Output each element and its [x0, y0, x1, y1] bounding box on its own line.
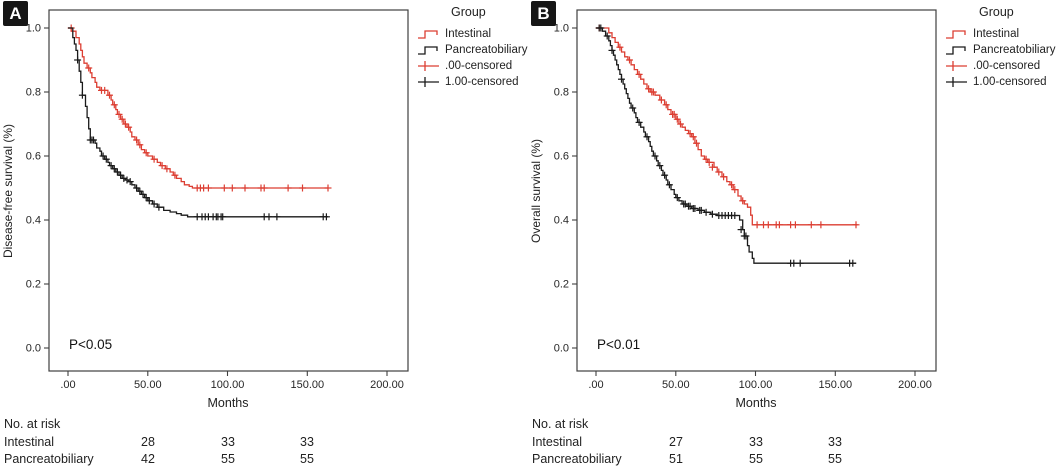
- at-risk-row-intestinal: Intestinal 28 33 33: [0, 435, 528, 451]
- y-tick-label: 1.0: [26, 23, 41, 35]
- at-risk-value: 33: [828, 435, 842, 449]
- y-tick-label: 0.2: [554, 279, 569, 291]
- x-tick-label: 150.00: [818, 379, 852, 391]
- at-risk-value: 33: [749, 435, 763, 449]
- y-tick-label: 0.8: [554, 87, 569, 99]
- at-risk-value: 28: [141, 435, 155, 449]
- legend-item-1-00-censored: 1.00-censored: [417, 74, 529, 90]
- x-tick-label: 200.00: [898, 379, 932, 391]
- legend-item-1-00-censored: 1.00-censored: [945, 74, 1057, 90]
- legend-item-label: .00-censored: [973, 60, 1041, 72]
- step-line-icon: [946, 46, 966, 55]
- step-line-icon: [418, 46, 438, 55]
- at-risk-row-label: Intestinal: [4, 435, 55, 449]
- p-value-annotation: P<0.05: [69, 337, 113, 352]
- at-risk-value: 55: [221, 452, 235, 466]
- at-risk-value: 42: [141, 452, 155, 466]
- censor-cross-icon: [418, 61, 439, 71]
- legend-item--00-censored: .00-censored: [417, 58, 529, 74]
- legend-item-label: 1.00-censored: [445, 76, 519, 88]
- censor-cross-icon: [946, 61, 967, 71]
- x-tick-label: 50.00: [662, 379, 690, 391]
- y-tick-label: 0.2: [26, 279, 41, 291]
- legend-item-label: Intestinal: [445, 28, 492, 40]
- legend-items: Intestinal Pancreatobiliary .00-censored 1.…: [945, 26, 1057, 90]
- at-risk-row-pancreatobiliary: Pancreatobiliary 51 55 55: [528, 452, 1057, 468]
- at-risk-title: No. at risk: [4, 417, 61, 431]
- at-risk-row-label: Pancreatobiliary: [4, 452, 94, 466]
- at-risk-value: 55: [749, 452, 763, 466]
- step-line-icon: [946, 30, 966, 39]
- x-axis-title: Months: [735, 396, 777, 410]
- at-risk-value: 27: [669, 435, 683, 449]
- legend-items: Intestinal Pancreatobiliary .00-censored 1.…: [417, 26, 529, 90]
- y-tick-label: 0.6: [554, 151, 569, 163]
- legend-item-label: 1.00-censored: [973, 76, 1047, 88]
- p-value-annotation: P<0.01: [597, 337, 641, 352]
- at-risk-row-intestinal: Intestinal 27 33 33: [528, 435, 1057, 451]
- censor-cross-icon: [418, 77, 439, 87]
- intestinal-curve: [68, 27, 328, 189]
- legend-item-label: Intestinal: [973, 28, 1020, 40]
- y-tick-label: 0.4: [26, 215, 41, 227]
- legend-title: Group: [451, 5, 486, 19]
- x-tick-label: 100.00: [739, 379, 773, 391]
- legend-item-label: .00-censored: [445, 60, 513, 72]
- y-tick-label: 0.6: [26, 151, 41, 163]
- intestinal-curve: [596, 27, 858, 226]
- panel-a-label-badge: A: [3, 1, 28, 26]
- panel-b: B Overall survival (%) 1.0 0.8 0.6 0.4 0.2 0.…: [528, 0, 1057, 471]
- plot-frame: [576, 9, 937, 372]
- y-tick-label: 1.0: [554, 23, 569, 35]
- legend-item-label: Pancreatobiliary: [973, 44, 1056, 56]
- x-tick-label: 50.00: [134, 379, 162, 391]
- x-tick-label: 150.00: [290, 379, 324, 391]
- step-line-icon: [418, 30, 438, 39]
- y-tick-label: 0.0: [554, 343, 569, 355]
- x-tick-label: .00: [60, 379, 75, 391]
- legend-item--00-censored: .00-censored: [945, 58, 1057, 74]
- panel-a: A Disease-free survival (%) 1.0 0.8 0.6 0.4…: [0, 0, 528, 471]
- at-risk-row-label: Intestinal: [532, 435, 583, 449]
- plot-frame: [48, 9, 409, 372]
- panel-b-label-badge: B: [531, 1, 556, 26]
- legend-item-intestinal: Intestinal: [945, 26, 1057, 42]
- at-risk-row-pancreatobiliary: Pancreatobiliary 42 55 55: [0, 452, 528, 468]
- km-plot-b: 1.0 0.8 0.6 0.4 0.2 0.0 .00 50.00 100.00 150.00 20…: [554, 9, 937, 391]
- legend: Group Intestinal Pancreatobiliary .00-cens…: [945, 5, 1057, 90]
- pancreatobiliary-censor-marks: [595, 24, 857, 267]
- x-tick-label: 100.00: [211, 379, 245, 391]
- legend-item-pancreatobiliary: Pancreatobiliary: [945, 42, 1057, 58]
- legend-title: Group: [979, 5, 1014, 19]
- at-risk-value: 55: [300, 452, 314, 466]
- at-risk-value: 33: [300, 435, 314, 449]
- legend: Group Intestinal Pancreatobiliary .00-cens…: [417, 5, 529, 90]
- pancreatobiliary-censor-marks: [74, 56, 330, 221]
- pancreatobiliary-curve: [596, 27, 856, 264]
- x-tick-label: 200.00: [370, 379, 404, 391]
- at-risk-title: No. at risk: [532, 417, 589, 431]
- at-risk-value: 51: [669, 452, 683, 466]
- y-tick-label: 0.4: [554, 215, 569, 227]
- km-plot-a: 1.0 0.8 0.6 0.4 0.2 0.0 .00 50.00 100.00 150.00 20…: [26, 9, 409, 391]
- intestinal-censor-marks: [595, 24, 860, 229]
- x-tick-label: .00: [588, 379, 603, 391]
- censor-cross-icon: [946, 77, 967, 87]
- at-risk-value: 33: [221, 435, 235, 449]
- x-axis-title: Months: [207, 396, 249, 410]
- legend-item-pancreatobiliary: Pancreatobiliary: [417, 42, 529, 58]
- legend-item-label: Pancreatobiliary: [445, 44, 528, 56]
- y-tick-label: 0.8: [26, 87, 41, 99]
- y-tick-label: 0.0: [26, 343, 41, 355]
- intestinal-censor-marks: [67, 24, 332, 192]
- at-risk-row-label: Pancreatobiliary: [532, 452, 622, 466]
- at-risk-value: 55: [828, 452, 842, 466]
- legend-item-intestinal: Intestinal: [417, 26, 529, 42]
